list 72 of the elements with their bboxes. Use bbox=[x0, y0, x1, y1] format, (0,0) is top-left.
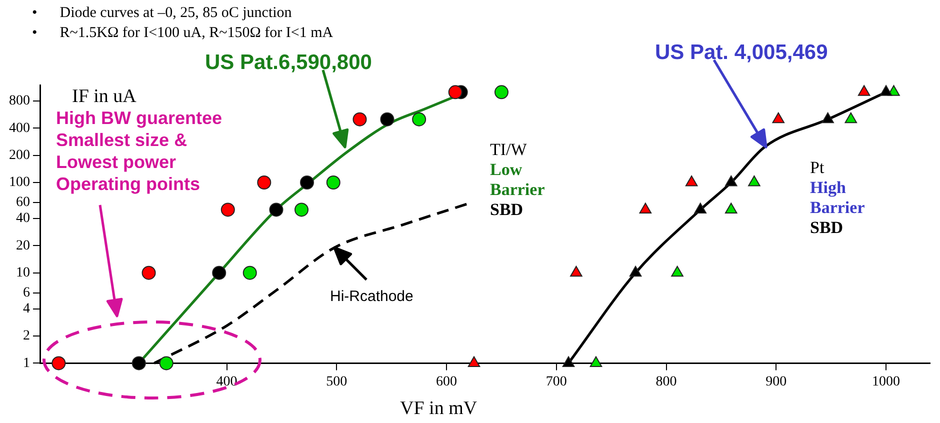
point bbox=[639, 202, 652, 214]
annotation: Low bbox=[490, 160, 522, 179]
y-tick-label: 800 bbox=[9, 94, 30, 109]
point bbox=[724, 176, 738, 186]
y-tick-label: 2 bbox=[23, 328, 30, 344]
point bbox=[294, 202, 309, 217]
point bbox=[858, 85, 870, 96]
y-tick-label: 60 bbox=[16, 195, 30, 210]
x-tick-label: 900 bbox=[766, 374, 787, 390]
point bbox=[220, 202, 235, 217]
annotation: High BW guarentee bbox=[56, 108, 222, 128]
y-tick-label: 20 bbox=[16, 238, 30, 254]
point bbox=[748, 176, 760, 186]
annotation: SBD bbox=[810, 218, 844, 237]
text: US Pat. 4,005,469 bbox=[655, 41, 828, 64]
point bbox=[52, 356, 66, 370]
point bbox=[212, 266, 226, 280]
annotation: SBD bbox=[490, 200, 524, 219]
annotation: High bbox=[810, 178, 846, 197]
x-tick-label: 800 bbox=[656, 374, 677, 390]
point bbox=[326, 176, 340, 190]
y-axis-title: IF in uA bbox=[72, 86, 136, 108]
point bbox=[629, 266, 642, 277]
annotation: TI/W bbox=[490, 140, 527, 159]
point bbox=[468, 356, 480, 367]
point bbox=[494, 85, 508, 100]
point bbox=[772, 112, 784, 124]
annotation: Hi-Rcathode bbox=[330, 288, 414, 305]
y-tick-label: 10 bbox=[16, 266, 30, 281]
point bbox=[685, 176, 698, 186]
annotation: Barrier bbox=[810, 198, 865, 217]
annotation: Operating points bbox=[56, 174, 200, 194]
y-tick-label: 200 bbox=[9, 148, 30, 163]
point bbox=[822, 112, 834, 124]
y-tick-label: 6 bbox=[23, 286, 30, 301]
annotation: Pt bbox=[810, 158, 824, 177]
point bbox=[242, 266, 257, 280]
point bbox=[844, 112, 858, 124]
y-tick-label: 4 bbox=[23, 301, 30, 316]
annotation: Barrier bbox=[490, 180, 545, 199]
point bbox=[269, 202, 284, 217]
point bbox=[880, 85, 892, 96]
point bbox=[132, 356, 146, 370]
point bbox=[257, 176, 272, 190]
x-tick-label: 600 bbox=[436, 374, 458, 390]
annotation: Smallest size & bbox=[56, 130, 188, 150]
point bbox=[448, 85, 462, 100]
point bbox=[694, 202, 706, 214]
point bbox=[562, 356, 575, 367]
x-tick-label: 700 bbox=[546, 374, 567, 390]
point bbox=[142, 266, 156, 280]
point bbox=[300, 176, 314, 190]
point bbox=[412, 112, 426, 126]
x-tick-label: 1000 bbox=[872, 374, 900, 390]
x-tick-label: 500 bbox=[326, 374, 348, 390]
y-tick-label: 40 bbox=[16, 211, 30, 226]
text: • Diode curves at –0, 25, 85 oC junction bbox=[32, 5, 292, 21]
annotation: Lowest power bbox=[56, 152, 176, 172]
point bbox=[380, 112, 394, 126]
x-tick-label: 400 bbox=[216, 374, 238, 390]
point bbox=[159, 356, 174, 370]
point bbox=[570, 266, 582, 277]
y-tick-label: 100 bbox=[9, 175, 30, 190]
point bbox=[590, 356, 602, 367]
text: US Pat.6,590,800 bbox=[205, 51, 372, 74]
point bbox=[671, 266, 684, 277]
point bbox=[352, 112, 367, 126]
text: • R~1.5KΩ for I<100 uA, R~150Ω for I<1 mA bbox=[32, 25, 334, 41]
x-axis-title: VF in mV bbox=[400, 398, 478, 420]
y-tick-label: 400 bbox=[9, 120, 30, 136]
y-tick-label: 1 bbox=[23, 356, 30, 371]
point bbox=[724, 202, 738, 214]
